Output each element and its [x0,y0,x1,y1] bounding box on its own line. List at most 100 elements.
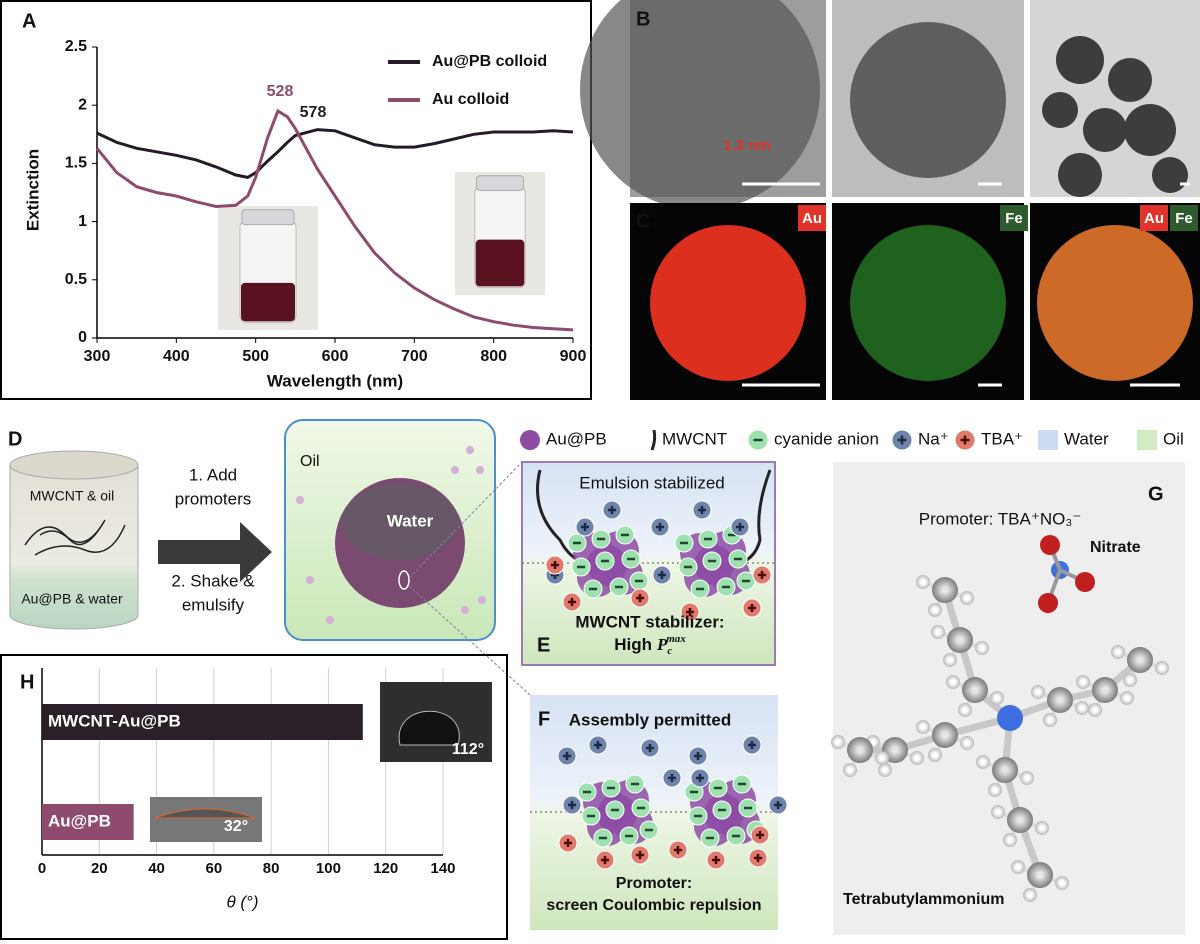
zoom-line [408,585,531,696]
mwcnt [24,519,126,556]
phase-label: Water [387,511,434,530]
scale-note: 1.3 nm [723,137,771,154]
molecule-label: Tetrabutylammonium [843,891,1005,908]
math: High [614,635,652,654]
legend-label: Oil [1163,429,1184,448]
x-axis-label: Wavelength (nm) [267,371,403,390]
hydrogen [1075,701,1089,715]
droplet-water [342,484,458,560]
hydrogen [1120,691,1134,705]
hydrogen [1011,860,1025,874]
panel-label: H [20,671,34,693]
hydrogen [1023,888,1037,902]
panel-frame [0,654,508,940]
tem-image-mask [826,0,832,197]
hydrogen [946,675,960,689]
particle [326,616,334,624]
element-tag: Au [802,210,822,227]
carbon [1092,677,1118,703]
hydrogen [916,720,930,734]
x-tick-label: 600 [322,348,349,365]
carbon [947,627,973,653]
bar [42,704,363,740]
carbon [992,757,1018,783]
hydrogen [1076,675,1090,689]
vial-label: MWCNT & oil [30,488,115,504]
box-caption: Promoter: [616,875,692,892]
legend-icon [520,430,540,450]
y-tick-label: 2.5 [65,38,87,55]
carbon [1007,807,1033,833]
value-label: 112° [452,741,484,758]
hydrogen [1155,661,1169,675]
x-tick-label: 20 [91,860,108,877]
particle [1108,58,1152,102]
y-tick-label: 0 [78,329,87,346]
vial-cap [241,209,295,226]
hydrogen [1003,833,1017,847]
legend-label: MWCNT [662,429,727,448]
step-label: emulsify [182,595,245,614]
oxygen [1040,535,1060,555]
hydrogen [991,805,1005,819]
hydrogen [931,625,945,639]
carbon [932,722,958,748]
hydrogen [960,591,974,605]
x-tick-label: 700 [401,348,428,365]
hydrogen [843,763,857,777]
particle [1124,104,1176,156]
zoom-mark [398,570,410,590]
particle [850,22,1006,178]
hydrogen [831,735,845,749]
tag-box [798,205,826,231]
legend-label: Au@PB colloid [432,53,547,70]
phase-label: Oil [300,453,320,470]
hydrogen [960,736,974,750]
particle [580,0,820,210]
step-label: 2. Shake & [171,571,255,590]
category-label: MWCNT-Au@PB [48,711,181,730]
legend-icon [650,429,657,451]
x-tick-label: 900 [560,348,587,365]
annotation: 528 [267,83,294,100]
panel-label: D [8,428,22,450]
hydrogen [1088,703,1102,717]
x-tick-label: 500 [242,348,269,365]
legend-icon [1137,430,1157,450]
particle [461,606,469,614]
x-tick-label: 300 [84,348,111,365]
particle [451,466,459,474]
x-tick-label: 40 [148,860,165,877]
carbon [1027,862,1053,888]
particle [1083,108,1127,152]
panel-label: E [537,634,550,656]
box-caption: High Pcmax [614,633,686,657]
y-axis-label: Extinction [23,149,42,231]
box-caption: MWCNT stabilizer: [575,612,724,631]
legend-label: cyanide anion [774,429,879,448]
particle [1042,92,1078,128]
particle [306,576,314,584]
legend-label: Au@PB [546,429,607,448]
panel-label: A [22,10,36,32]
carbon [962,677,988,703]
box-title: Emulsion stabilized [579,473,725,492]
x-axis-label: θ (°) [226,892,258,911]
carbon [1047,687,1073,713]
box-title: Promoter: TBA⁺NO₃⁻ [919,509,1081,528]
hydrogen [1020,771,1034,785]
annotation: 578 [300,104,327,121]
element-map [850,225,1006,381]
x-tick-label: 800 [480,348,507,365]
tag-box [1170,205,1198,231]
legend-label: Au colloid [432,91,509,108]
tag-box [1000,205,1028,231]
carbon [932,577,958,603]
vial-liquid [475,239,525,287]
droplet-photo [150,797,262,842]
element-tag: Au [1144,210,1164,227]
vial-label: Au@PB & water [21,591,123,607]
bar [42,804,134,840]
particle [1152,157,1188,193]
